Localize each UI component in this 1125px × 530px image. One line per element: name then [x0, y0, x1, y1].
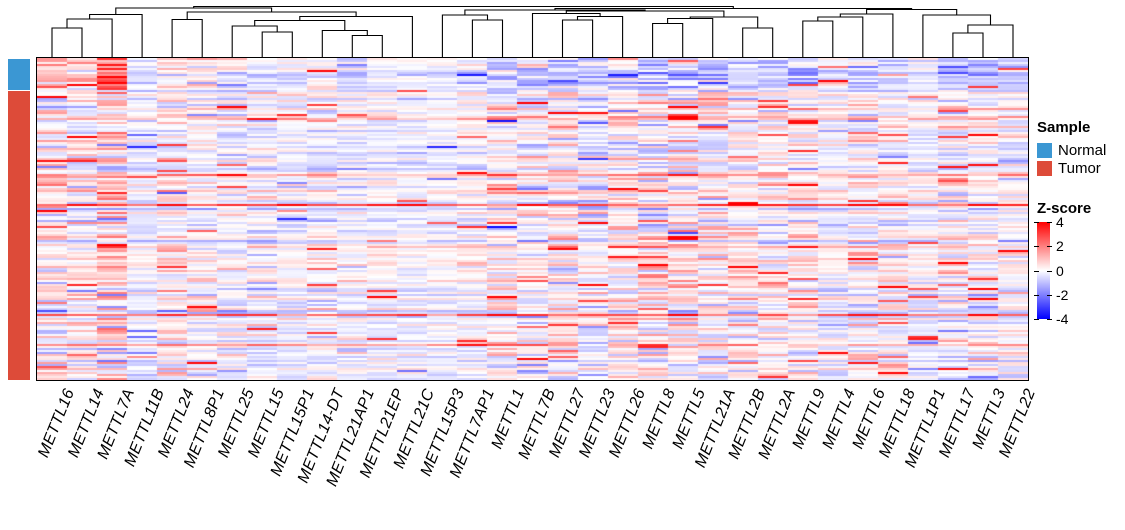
zscore-tick-label: -4 [1056, 311, 1069, 327]
zscore-tick-mark [1047, 295, 1052, 296]
legend-item-label: Tumor [1058, 160, 1101, 177]
zscore-tick-label: 4 [1056, 214, 1064, 230]
zscore-tick-mark [1034, 295, 1039, 296]
tumor-color-swatch [1037, 161, 1052, 176]
zscore-tick-mark [1047, 222, 1052, 223]
annotation-normal-segment [8, 59, 30, 90]
zscore-tick-mark [1034, 222, 1039, 223]
column-dendrogram [51, 5, 1014, 57]
zscore-colorbar [1037, 222, 1050, 319]
zscore-tick-label: 2 [1056, 238, 1064, 254]
row-annotation-bar [8, 59, 30, 380]
zscore-legend-title: Z-score [1037, 200, 1092, 217]
annotation-tumor-segment [8, 91, 30, 380]
zscore-tick-mark [1034, 319, 1039, 320]
zscore-tick-mark [1047, 319, 1052, 320]
zscore-tick-label: -2 [1056, 287, 1069, 303]
dendrogram-lines [51, 5, 1014, 57]
zscore-tick-mark [1034, 246, 1039, 247]
normal-color-swatch [1037, 143, 1052, 158]
sample-legend-title: Sample [1037, 119, 1091, 136]
zscore-tick-label: 0 [1056, 263, 1064, 279]
heatmap-canvas [37, 58, 1028, 380]
zscore-tick-mark [1047, 271, 1052, 272]
heatmap-panel [36, 57, 1029, 381]
zscore-tick-mark [1034, 271, 1039, 272]
zscore-tick-mark [1047, 246, 1052, 247]
legend-item-label: Normal [1058, 142, 1107, 159]
